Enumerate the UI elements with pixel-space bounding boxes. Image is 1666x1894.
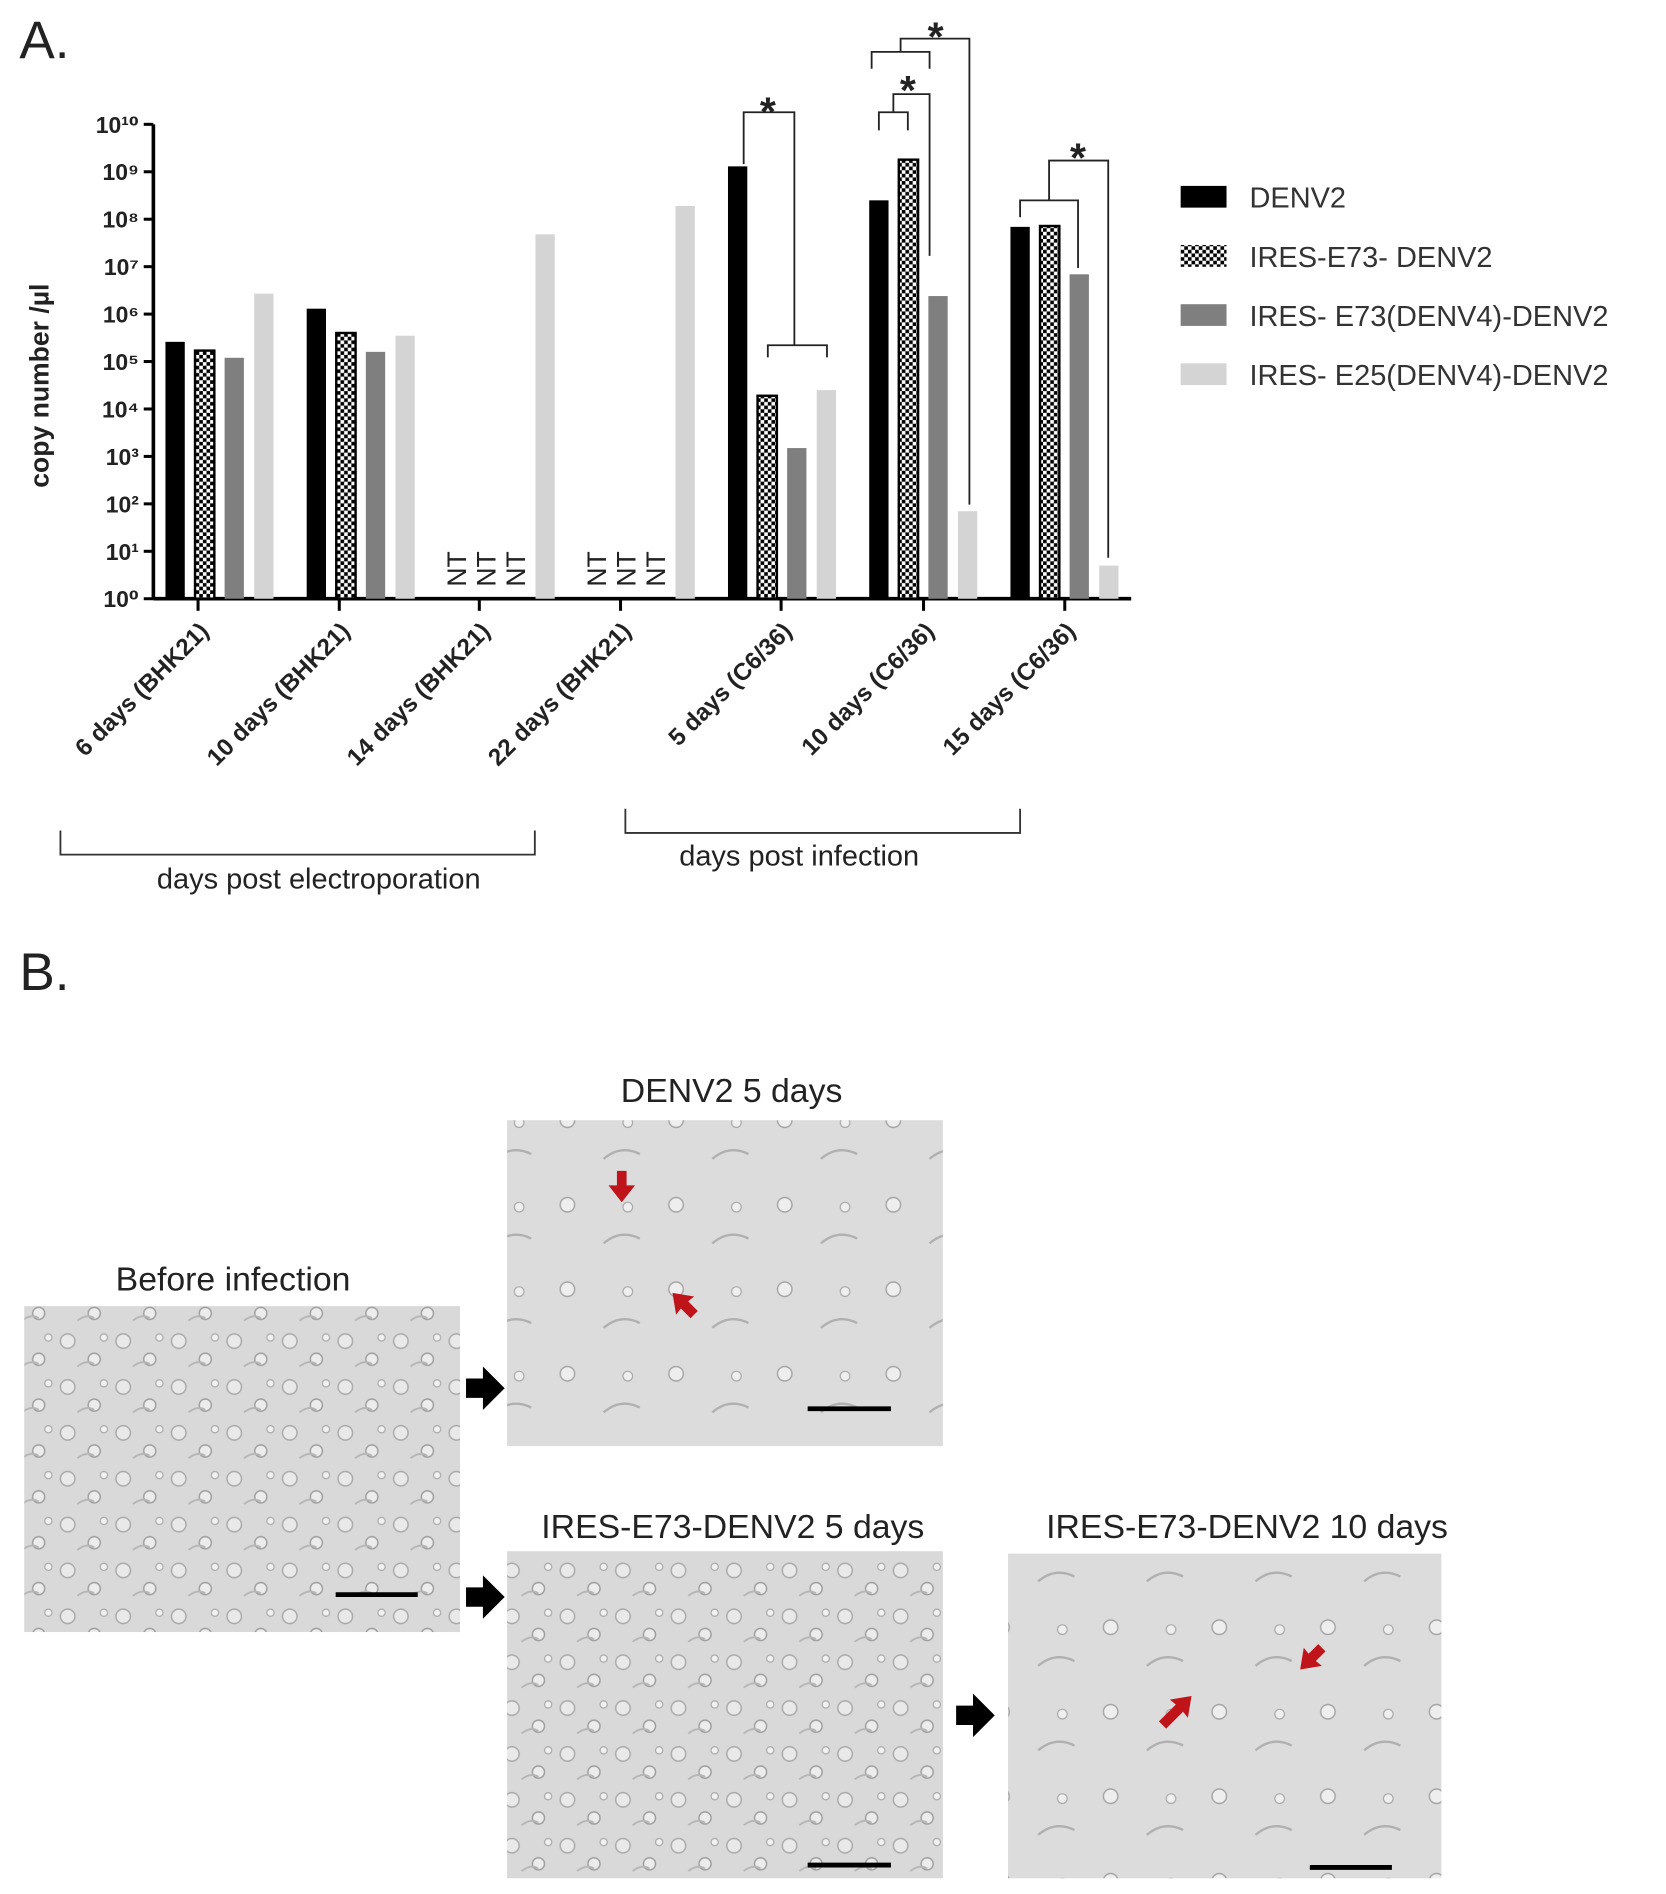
bar (1010, 226, 1030, 599)
not-tested-label: NT (501, 551, 531, 586)
group-bracket (59, 830, 536, 856)
bar (897, 158, 920, 600)
bar (254, 293, 274, 599)
legend-label: IRES- E73(DENV4)-DENV2 (1249, 301, 1608, 333)
red-arrow (608, 1170, 636, 1203)
image-caption: IRES-E73-DENV2 10 days (1046, 1508, 1448, 1546)
arrow (466, 1366, 505, 1410)
bar (928, 296, 948, 599)
x-tick-label: 5 days (C6/36) (664, 618, 798, 752)
y-tick-label: 10⁸ (103, 207, 139, 233)
x-tick-label: 22 days (BHK21) (483, 618, 637, 772)
micrograph (507, 1551, 943, 1879)
micrograph (507, 1120, 943, 1447)
bar (727, 166, 748, 599)
micrograph (1008, 1553, 1442, 1879)
y-tick-label: 10⁷ (104, 254, 139, 280)
red-arrow (672, 1292, 698, 1319)
y-axis-label: copy number /µl (24, 284, 54, 488)
arrow (466, 1575, 505, 1619)
significance-star: * (1070, 134, 1086, 180)
bar (224, 357, 244, 599)
bar (1038, 224, 1061, 600)
y-tick-label: 10¹ (106, 539, 139, 565)
bar (165, 341, 185, 599)
image-caption: IRES-E73-DENV2 5 days (541, 1508, 924, 1546)
red-arrow (1158, 1696, 1192, 1729)
bar (1069, 274, 1089, 599)
bar (957, 511, 978, 599)
not-tested-label: NT (582, 551, 612, 586)
y-tick-label: 10² (106, 491, 139, 517)
x-tick-label: 15 days (C6/36) (938, 618, 1081, 761)
legend-label: IRES-E73- DENV2 (1249, 242, 1492, 274)
y-tick-label: 10⁴ (102, 396, 139, 422)
bar (365, 351, 386, 599)
x-tick-label: 6 days (BHK21) (70, 618, 214, 762)
y-tick-label: 10⁵ (103, 349, 139, 375)
y-tick-label: 10⁹ (103, 159, 139, 185)
significance-brackets (742, 37, 1110, 558)
legend-swatch (1180, 363, 1227, 386)
y-tick-label: 10³ (106, 444, 139, 470)
not-tested-label: NT (472, 551, 502, 586)
y-tick-label: 10⁰ (103, 586, 139, 612)
y-tick-label: 10⁶ (103, 302, 139, 328)
significance-star: * (760, 89, 776, 135)
legend-label: DENV2 (1249, 183, 1346, 215)
bar (869, 200, 889, 599)
image-caption: DENV2 5 days (621, 1072, 843, 1110)
bar (756, 394, 779, 600)
x-tick-label: 10 days (BHK21) (202, 618, 356, 772)
micrograph (24, 1306, 460, 1633)
panel-label: A. (19, 11, 69, 70)
bar (535, 234, 555, 599)
legend-swatch (1180, 185, 1227, 208)
bar (306, 308, 327, 599)
not-tested-label: NT (442, 551, 472, 586)
bar (395, 335, 415, 599)
bar (1099, 565, 1119, 599)
group-label: days post electroporation (157, 863, 481, 895)
x-tick-label: 14 days (BHK21) (342, 618, 496, 772)
significance-star: * (928, 14, 944, 60)
not-tested-label: NT (612, 551, 642, 586)
significance-star: * (900, 67, 916, 113)
legend-swatch (1180, 245, 1227, 267)
legend-swatch (1180, 304, 1227, 326)
x-tick-label: 10 days (C6/36) (797, 618, 940, 761)
group-label: days post infection (679, 841, 919, 873)
bar (787, 448, 807, 599)
red-arrow (1300, 1644, 1326, 1670)
arrow (956, 1693, 995, 1738)
legend-label: IRES- E25(DENV4)-DENV2 (1249, 360, 1608, 392)
not-tested-label: NT (641, 551, 671, 586)
bar (335, 331, 357, 600)
image-caption: Before infection (116, 1260, 351, 1298)
y-tick-label: 10¹⁰ (96, 112, 139, 138)
group-bracket (624, 808, 1022, 834)
micrographs (24, 1120, 1442, 1879)
bar (675, 205, 695, 599)
panel-label: B. (19, 943, 69, 1002)
bar (193, 349, 216, 600)
bar (816, 390, 837, 599)
